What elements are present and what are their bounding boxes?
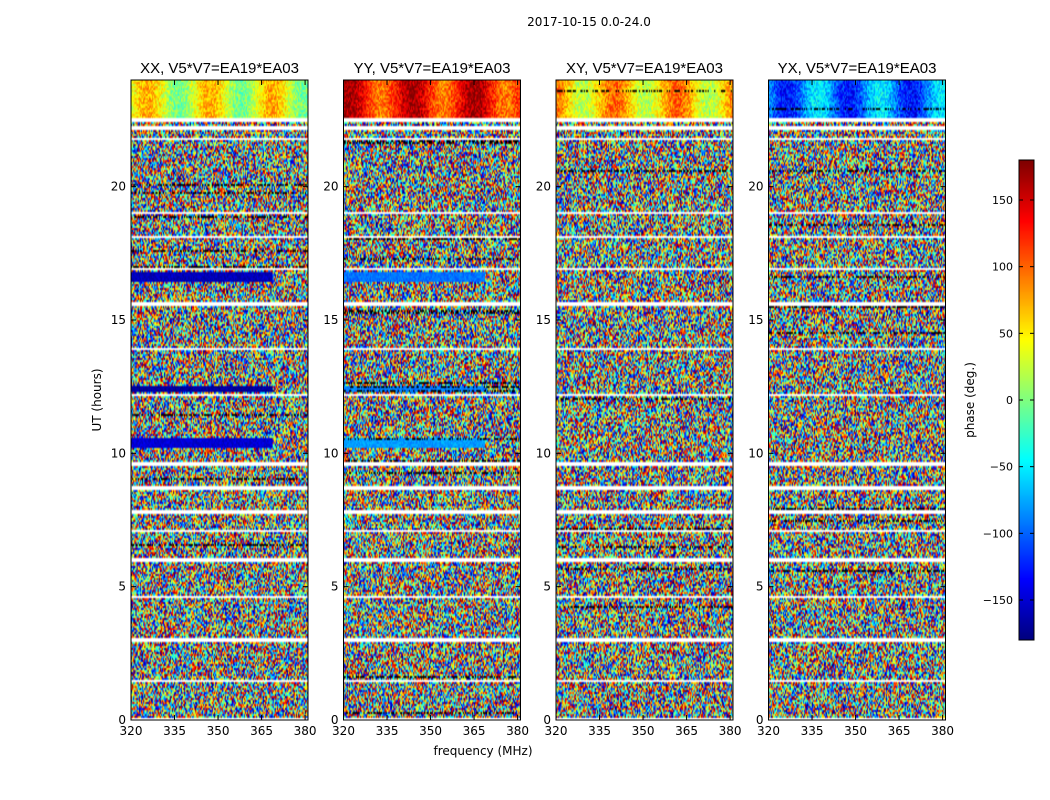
y-axis-ticks: 0 5 10 15 20 bbox=[536, 180, 733, 727]
x-tick-label: 335 bbox=[588, 724, 611, 738]
x-tick-label: 320 bbox=[120, 724, 143, 738]
y-tick-label: 0 bbox=[331, 713, 339, 727]
panel-xx: XX, V5*V7=EA19*EA03 320 335 350 365 380 0 5 10… bbox=[111, 60, 317, 738]
colorbar-tick-label: 150 bbox=[992, 194, 1013, 207]
colorbar-tick-label: −100 bbox=[983, 527, 1013, 540]
y-tick-label: 10 bbox=[323, 446, 338, 460]
y-tick-label: 10 bbox=[536, 446, 551, 460]
colorbar: 150 100 50 0 −50 −100 −150 bbox=[983, 159, 1035, 641]
x-tick-label: 365 bbox=[250, 724, 273, 738]
colorbar-tick-label: 100 bbox=[992, 261, 1013, 274]
y-tick-label: 0 bbox=[543, 713, 551, 727]
x-axis-ticks: 320 335 350 365 380 bbox=[757, 80, 954, 738]
panel-title: YX, V5*V7=EA19*EA03 bbox=[778, 60, 937, 77]
y-tick-label: 0 bbox=[756, 713, 764, 727]
colorbar-tick-label: 0 bbox=[1006, 394, 1013, 407]
colorbar-tick-label: 50 bbox=[999, 327, 1013, 340]
y-tick-label: 10 bbox=[748, 446, 763, 460]
x-axis-ticks: 320 335 350 365 380 bbox=[332, 80, 529, 738]
panel-title: XX, V5*V7=EA19*EA03 bbox=[140, 60, 299, 77]
y-tick-label: 5 bbox=[118, 580, 126, 594]
x-axis-label: frequency (MHz) bbox=[433, 744, 532, 758]
y-tick-label: 5 bbox=[331, 580, 339, 594]
x-tick-label: 335 bbox=[376, 724, 399, 738]
x-tick-label: 380 bbox=[506, 724, 529, 738]
x-tick-label: 350 bbox=[207, 724, 230, 738]
panel-yy: YY, V5*V7=EA19*EA03 320 335 350 365 380 0 5 10… bbox=[323, 60, 529, 738]
colorbar-label: phase (deg.) bbox=[963, 362, 977, 438]
y-tick-label: 20 bbox=[536, 180, 551, 194]
plot-frame bbox=[343, 79, 521, 721]
y-tick-label: 15 bbox=[323, 313, 338, 327]
phase-heatmap bbox=[556, 80, 733, 720]
x-tick-label: 335 bbox=[163, 724, 186, 738]
y-axis-ticks: 0 5 10 15 20 bbox=[323, 180, 521, 727]
x-tick-label: 335 bbox=[801, 724, 824, 738]
y-tick-label: 0 bbox=[118, 713, 126, 727]
panel-title: YY, V5*V7=EA19*EA03 bbox=[354, 60, 511, 77]
figure-suptitle: 2017-10-15 0.0-24.0 bbox=[527, 15, 651, 29]
phase-heatmap bbox=[343, 80, 521, 720]
x-axis-ticks: 320 335 350 365 380 bbox=[545, 80, 742, 738]
x-tick-label: 350 bbox=[632, 724, 655, 738]
colorbar-ticks: 150 100 50 0 −50 −100 −150 bbox=[983, 194, 1034, 607]
y-tick-label: 10 bbox=[111, 446, 126, 460]
plot-frame bbox=[555, 79, 734, 721]
y-tick-label: 5 bbox=[543, 580, 551, 594]
phase-heatmap bbox=[131, 80, 308, 720]
panel-title: XY, V5*V7=EA19*EA03 bbox=[566, 60, 723, 77]
x-tick-label: 350 bbox=[844, 724, 867, 738]
plot-frame bbox=[768, 79, 946, 721]
y-tick-label: 15 bbox=[536, 313, 551, 327]
x-tick-label: 320 bbox=[757, 724, 780, 738]
colorbar-gradient bbox=[1019, 160, 1034, 640]
x-tick-label: 380 bbox=[931, 724, 954, 738]
y-tick-label: 15 bbox=[111, 313, 126, 327]
x-tick-label: 320 bbox=[545, 724, 568, 738]
y-axis-ticks: 0 5 10 15 20 bbox=[748, 180, 946, 727]
y-tick-label: 15 bbox=[748, 313, 763, 327]
x-tick-label: 380 bbox=[719, 724, 742, 738]
phase-heatmap bbox=[768, 80, 946, 720]
y-tick-label: 20 bbox=[748, 180, 763, 194]
y-axis-ticks: 0 5 10 15 20 bbox=[111, 180, 308, 727]
y-tick-label: 20 bbox=[111, 180, 126, 194]
x-axis-ticks: 320 335 350 365 380 bbox=[120, 80, 317, 738]
panel-yx: YX, V5*V7=EA19*EA03 320 335 350 365 380 0 5 10… bbox=[748, 60, 954, 738]
y-axis-label: UT (hours) bbox=[90, 368, 104, 431]
x-tick-label: 365 bbox=[888, 724, 911, 738]
x-tick-label: 380 bbox=[294, 724, 317, 738]
plot-frame bbox=[130, 79, 309, 721]
panel-xy: XY, V5*V7=EA19*EA03 320 335 350 365 380 0 5 10… bbox=[536, 60, 742, 738]
colorbar-tick-label: −150 bbox=[983, 594, 1013, 607]
y-tick-label: 20 bbox=[323, 180, 338, 194]
x-tick-label: 320 bbox=[332, 724, 355, 738]
y-tick-label: 5 bbox=[756, 580, 764, 594]
x-tick-label: 365 bbox=[463, 724, 486, 738]
x-tick-label: 365 bbox=[675, 724, 698, 738]
x-tick-label: 350 bbox=[419, 724, 442, 738]
colorbar-tick-label: −50 bbox=[990, 461, 1013, 474]
